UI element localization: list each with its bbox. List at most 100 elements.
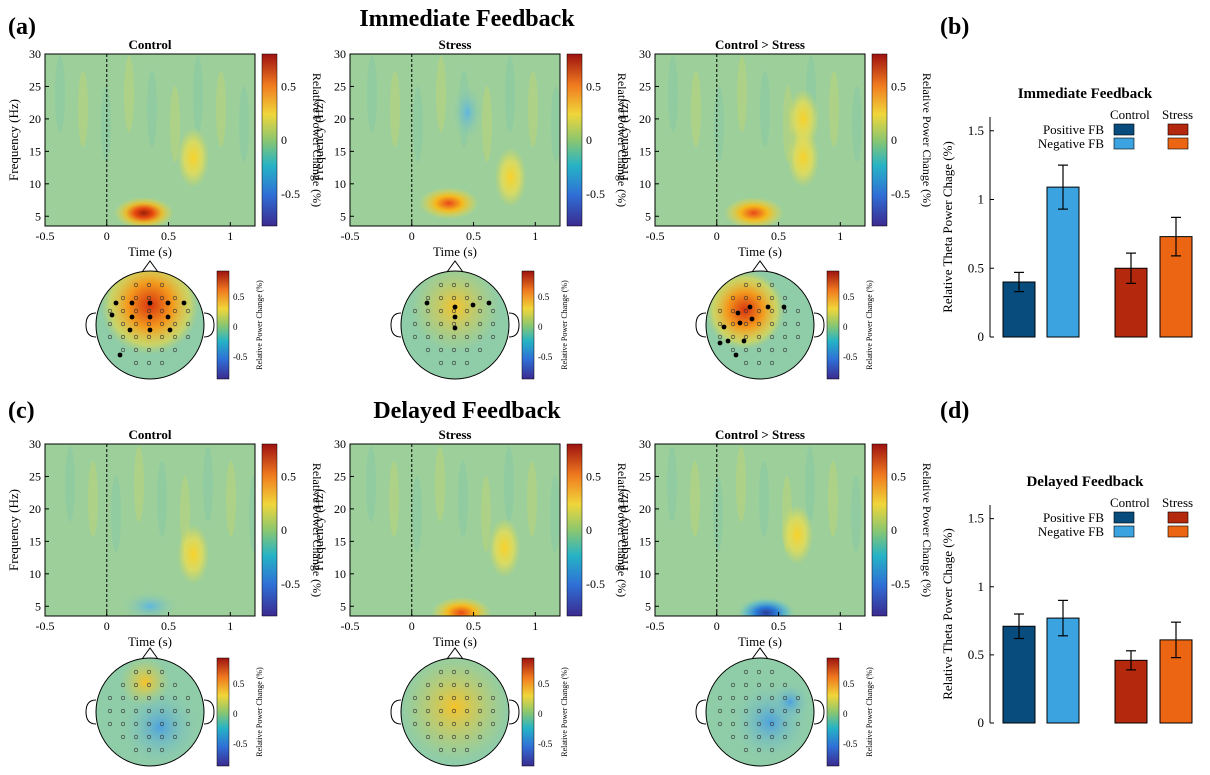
nose-icon — [446, 260, 464, 273]
electrode — [756, 282, 762, 288]
electrode — [146, 721, 152, 727]
electrode — [159, 682, 165, 688]
electrode — [795, 321, 801, 327]
electrode — [159, 295, 165, 301]
electrode — [438, 295, 444, 301]
colorbar — [261, 443, 278, 617]
colorbar-tick-label: 0 — [891, 133, 897, 147]
significant-electrode — [129, 314, 135, 320]
x-tick-label: 1 — [227, 619, 233, 633]
y-tick-label: 5 — [35, 209, 41, 223]
significant-electrode — [147, 314, 153, 320]
texture-streak — [828, 461, 838, 537]
electrode — [451, 708, 457, 714]
colorbar — [871, 443, 888, 617]
bar-chart-title: Delayed Feedback — [1026, 474, 1144, 490]
electrode — [782, 321, 788, 327]
colorbar-label: Relative Power Change (%) — [615, 463, 629, 597]
x-tick-label: 0 — [409, 619, 415, 633]
electrode — [107, 334, 113, 340]
y-tick-label: 5 — [645, 599, 651, 613]
electrode — [743, 695, 749, 701]
texture-streak — [147, 71, 157, 147]
electrode — [172, 695, 178, 701]
electrode — [133, 747, 139, 753]
electrode — [717, 708, 723, 714]
legend-row-negative: Negative FB — [1038, 136, 1104, 151]
heatmap-blob — [113, 197, 174, 226]
topomap-2: 0.5 0 -0.5 Relative Power Change (%) — [390, 260, 569, 380]
electrode — [730, 295, 736, 301]
electrode — [172, 734, 178, 740]
nose-icon — [141, 647, 159, 660]
electrode — [107, 321, 113, 327]
x-tick-label: 1 — [227, 229, 233, 243]
electrode — [756, 295, 762, 301]
topomap-colorbar — [826, 657, 840, 767]
electrode — [159, 321, 165, 327]
heatmap-blob — [431, 596, 492, 616]
electrode — [412, 708, 418, 714]
texture-streak — [690, 461, 700, 537]
x-tick-label: 0.5 — [466, 619, 481, 633]
significant-electrode — [737, 320, 743, 326]
y-tick-label: 25 — [334, 79, 346, 93]
texture-streak — [216, 71, 226, 147]
topomap-colorbar-tick: -0.5 — [233, 352, 248, 362]
electrode — [438, 334, 444, 340]
heatmap-3: Control > Stress -0.5 0 0.5 1 Time (s) 5 10 15 20… — [616, 37, 934, 259]
electrode — [464, 347, 470, 353]
electrode — [159, 695, 165, 701]
electrode — [146, 734, 152, 740]
topomap-colorbar — [521, 270, 535, 380]
colorbar-label: Relative Power Change (%) — [615, 73, 629, 207]
electrode — [782, 347, 788, 353]
texture-streak — [412, 476, 422, 552]
electrode — [438, 669, 444, 675]
heatmap-blob — [494, 147, 527, 208]
electrode — [451, 721, 457, 727]
texture-streak — [481, 476, 491, 552]
x-tick-label: -0.5 — [36, 619, 55, 633]
electrode — [743, 321, 749, 327]
electrode — [146, 334, 152, 340]
electrode — [464, 682, 470, 688]
topomap-colorbar-tick: -0.5 — [843, 739, 858, 749]
nose-icon — [141, 260, 159, 273]
significant-electrode — [113, 300, 119, 306]
significant-electrode — [147, 327, 153, 333]
colorbar-tick-label: 0.5 — [891, 469, 906, 483]
electrode — [107, 708, 113, 714]
head-outline — [400, 270, 510, 380]
y-axis-label: Relative Theta Power Chage (%) — [940, 141, 955, 313]
texture-streak — [157, 461, 167, 537]
electrode — [146, 308, 152, 314]
significant-electrode — [717, 340, 723, 346]
heatmap-blob — [488, 517, 521, 578]
electrode — [477, 682, 483, 688]
y-tick-label: 30 — [334, 47, 346, 61]
colorbar — [871, 53, 888, 227]
significant-electrode — [747, 304, 753, 310]
y-axis-label: Frequency (Hz) — [6, 489, 21, 571]
electrode — [782, 721, 788, 727]
electrode — [743, 682, 749, 688]
topomap-colorbar-label: Relative Power Change (%) — [865, 667, 874, 757]
left-ear-icon — [85, 312, 97, 338]
legend-header-stress: Stress — [1162, 107, 1193, 122]
electrode — [451, 669, 457, 675]
significant-electrode — [117, 352, 123, 358]
y-tick-label: 1 — [978, 579, 985, 594]
x-tick-label: 0 — [104, 229, 110, 243]
topomap-colorbar-label: Relative Power Change (%) — [560, 280, 569, 370]
electrode — [795, 708, 801, 714]
electrode — [425, 347, 431, 353]
electrode — [756, 321, 762, 327]
electrode — [717, 721, 723, 727]
y-tick-label: 5 — [340, 599, 346, 613]
bar — [1002, 625, 1036, 724]
y-tick-label: 0 — [978, 715, 985, 730]
electrode — [490, 321, 496, 327]
heatmap-5: Stress -0.5 0 0.5 1 Time (s) 5 10 15 20 25 30 Freque… — [311, 427, 629, 649]
texture-streak — [65, 446, 75, 522]
